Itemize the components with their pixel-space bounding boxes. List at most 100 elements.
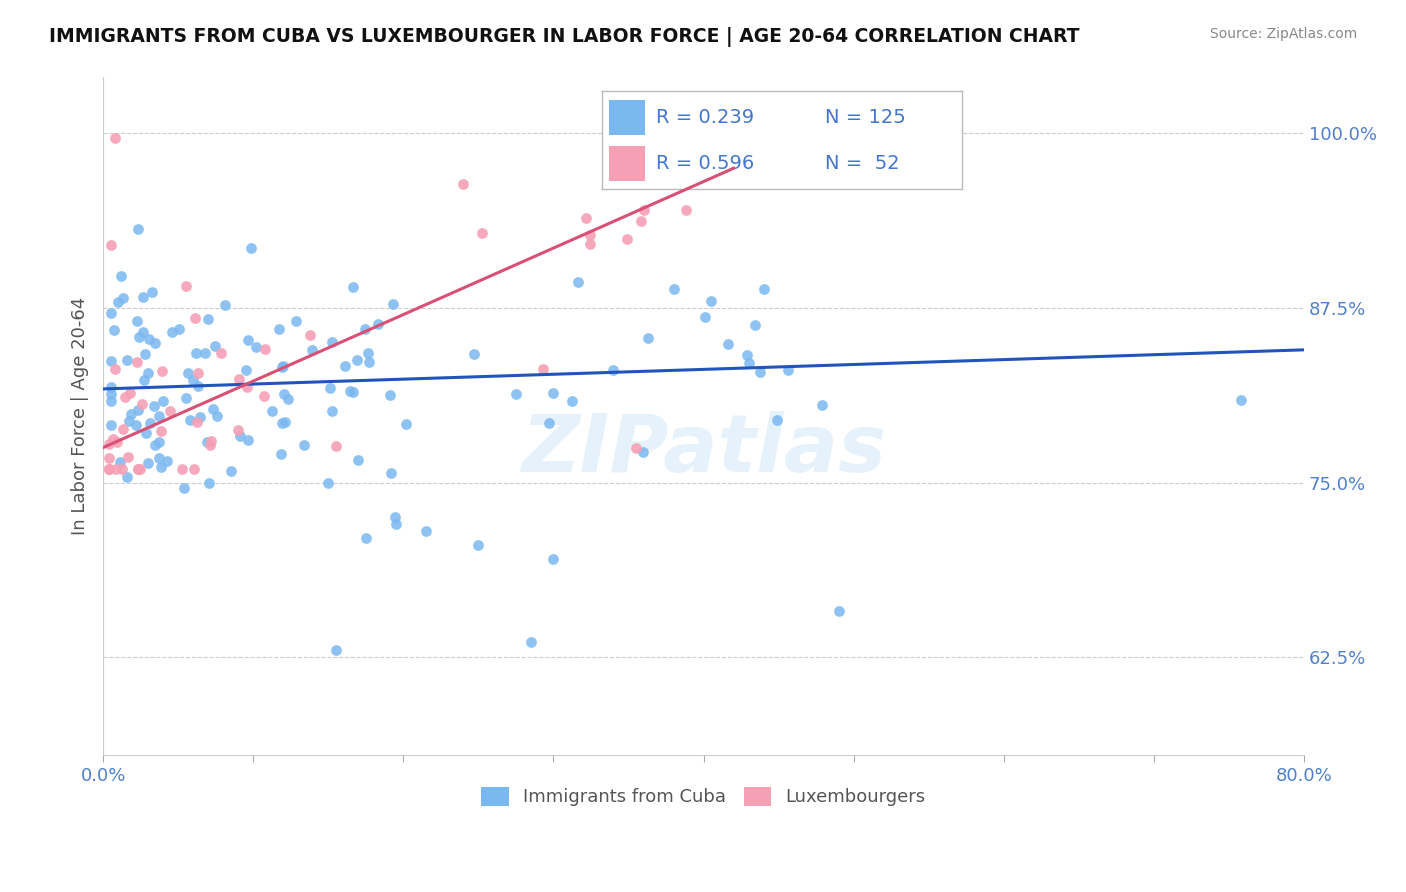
Point <box>131 397 153 411</box>
Point <box>346 352 368 367</box>
Point <box>359 355 381 369</box>
Point <box>167 322 190 336</box>
Point <box>228 429 250 443</box>
Point <box>152 393 174 408</box>
Point <box>541 386 564 401</box>
Point <box>319 380 342 394</box>
Point <box>127 403 149 417</box>
Text: ZIPatlas: ZIPatlas <box>522 411 886 489</box>
Point <box>271 359 294 373</box>
Point <box>111 461 134 475</box>
Point <box>174 279 197 293</box>
Point <box>125 417 148 432</box>
Point <box>252 389 274 403</box>
Point <box>104 461 127 475</box>
Point <box>744 318 766 332</box>
Point <box>181 373 204 387</box>
Point <box>179 413 201 427</box>
Point <box>128 330 150 344</box>
Point <box>120 407 142 421</box>
Point <box>201 401 224 416</box>
Point <box>132 290 155 304</box>
Point <box>575 211 598 225</box>
Point <box>240 242 263 256</box>
Point <box>271 417 294 431</box>
Point <box>748 366 770 380</box>
Point <box>367 317 389 331</box>
Point <box>543 552 565 566</box>
Point <box>127 461 149 475</box>
Point <box>346 453 368 467</box>
Point <box>143 335 166 350</box>
Point <box>187 378 209 392</box>
Point <box>339 384 361 399</box>
Point <box>127 221 149 235</box>
Point <box>578 237 600 252</box>
Point <box>235 363 257 377</box>
Point <box>269 322 291 336</box>
Point <box>100 306 122 320</box>
Point <box>810 398 832 412</box>
Point <box>148 450 170 465</box>
Point <box>136 367 159 381</box>
Point <box>219 464 242 478</box>
Point <box>150 364 173 378</box>
Point <box>226 423 249 437</box>
Point <box>104 130 127 145</box>
Point <box>195 434 218 449</box>
Text: IMMIGRANTS FROM CUBA VS LUXEMBOURGER IN LABOR FORCE | AGE 20-64 CORRELATION CHAR: IMMIGRANTS FROM CUBA VS LUXEMBOURGER IN … <box>49 27 1080 46</box>
Point <box>117 414 139 428</box>
Point <box>127 314 149 328</box>
Point <box>214 298 236 312</box>
Point <box>228 372 250 386</box>
Point <box>637 331 659 345</box>
Point <box>738 356 761 370</box>
Point <box>173 481 195 495</box>
Point <box>384 509 406 524</box>
Legend: Immigrants from Cuba, Luxembourgers: Immigrants from Cuba, Luxembourgers <box>474 780 934 814</box>
Point <box>717 337 740 351</box>
Point <box>98 450 121 465</box>
Point <box>325 643 347 657</box>
Point <box>273 415 295 429</box>
Point <box>602 363 624 377</box>
Point <box>188 409 211 424</box>
Point <box>538 417 561 431</box>
Point <box>607 174 630 188</box>
Point <box>198 476 221 491</box>
Point <box>100 238 122 252</box>
Point <box>616 232 638 246</box>
Point <box>463 347 485 361</box>
Point <box>277 392 299 407</box>
Point <box>531 361 554 376</box>
Point <box>700 294 723 309</box>
Point <box>382 297 405 311</box>
Point <box>110 455 132 469</box>
Point <box>299 327 322 342</box>
Y-axis label: In Labor Force | Age 20-64: In Labor Force | Age 20-64 <box>72 297 89 535</box>
Point <box>134 373 156 387</box>
Point <box>143 438 166 452</box>
Point <box>114 390 136 404</box>
Point <box>675 203 697 218</box>
Point <box>111 292 134 306</box>
Point <box>316 475 339 490</box>
Point <box>321 403 343 417</box>
Point <box>342 279 364 293</box>
Point <box>321 334 343 349</box>
Point <box>695 310 717 325</box>
Point <box>149 424 172 438</box>
Point <box>127 461 149 475</box>
Point <box>467 538 489 552</box>
Point <box>209 346 232 360</box>
Point <box>633 202 655 217</box>
Point <box>1230 392 1253 407</box>
Point <box>342 384 364 399</box>
Point <box>200 434 222 449</box>
Point <box>103 323 125 337</box>
Point <box>357 346 380 360</box>
Point <box>471 226 494 240</box>
Point <box>101 433 124 447</box>
Point <box>112 422 135 436</box>
Point <box>100 353 122 368</box>
